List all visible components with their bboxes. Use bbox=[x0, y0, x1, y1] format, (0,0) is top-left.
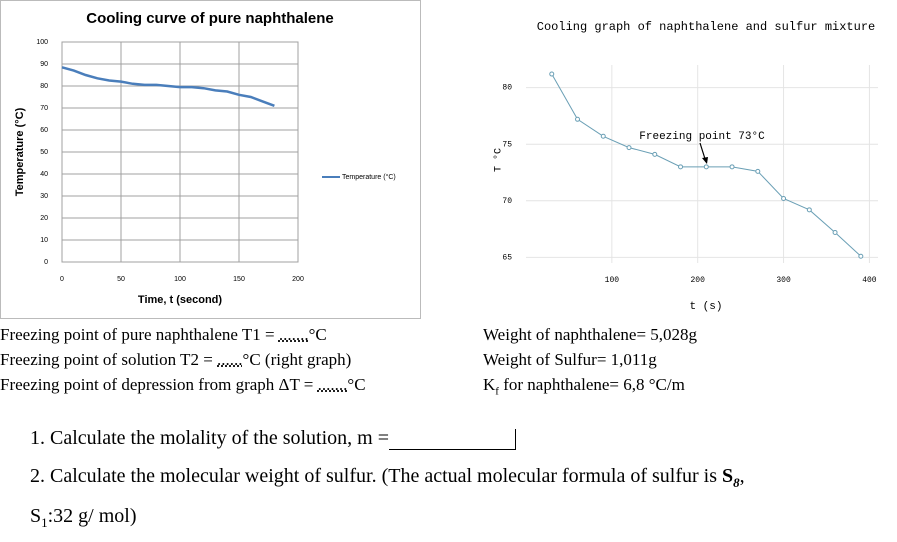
data-point bbox=[652, 151, 658, 157]
data-point bbox=[600, 133, 606, 139]
note: Weight of naphthalene= 5,028g bbox=[483, 325, 698, 344]
data-point bbox=[755, 168, 761, 174]
question-text: 1. Calculate the molality of the solutio… bbox=[30, 427, 389, 449]
note: Freezing point of solution T2 = ......°C… bbox=[0, 350, 351, 370]
chart-cooling-mixture: 65 70 75 80 100 200 300 400 Cooling graph of nap… bbox=[493, 20, 878, 313]
y-tick-label: 80 bbox=[40, 83, 48, 90]
x-tick-label: 300 bbox=[776, 276, 791, 285]
y-axis-label: Temperature (°C) bbox=[14, 107, 26, 196]
y-tick-label: 70 bbox=[40, 105, 48, 112]
chart-title: Cooling graph of naphthalene and sulfur … bbox=[537, 20, 875, 34]
data-point bbox=[781, 196, 787, 202]
x-tick-label: 200 bbox=[292, 276, 304, 283]
note-text: for naphthalene= 6,8 °C/m bbox=[498, 375, 685, 394]
x-tick-label: 150 bbox=[233, 276, 245, 283]
data-point bbox=[806, 207, 812, 213]
note-unit: °C bbox=[347, 375, 366, 394]
subscript: f bbox=[495, 385, 499, 398]
x-axis-label: t (s) bbox=[689, 301, 722, 313]
note-text: Freezing point of pure naphthalene T1 = bbox=[0, 325, 279, 344]
data-line bbox=[61, 66, 275, 107]
chart-cooling-pure: 0 10 20 30 40 50 60 70 80 90 100 0 50 100 150 200 Coolin… bbox=[0, 0, 421, 319]
x-tick-label: 400 bbox=[862, 276, 877, 285]
data-point bbox=[729, 164, 735, 170]
y-tick-label: 0 bbox=[44, 259, 48, 266]
note: Kf for naphthalene= 6,8 °C/m bbox=[483, 375, 685, 397]
symbol: S bbox=[30, 505, 42, 527]
y-tick-label: 30 bbox=[40, 193, 48, 200]
question: 1. Calculate the molality of the solutio… bbox=[30, 427, 516, 450]
y-tick-label: 50 bbox=[40, 149, 48, 156]
note: Freezing point of pure naphthalene T1 = … bbox=[0, 325, 327, 345]
y-tick-label: 20 bbox=[40, 215, 48, 222]
symbol: K bbox=[483, 375, 496, 394]
x-axis-label: Time, t (second) bbox=[138, 294, 222, 306]
note: Freezing point of depression from graph … bbox=[0, 375, 366, 395]
answer-line[interactable] bbox=[389, 429, 516, 450]
data-point bbox=[575, 116, 581, 122]
subscript: 8 bbox=[733, 475, 740, 490]
question-text: 2. Calculate the molecular weight of sul… bbox=[30, 465, 722, 487]
answer-blank[interactable]: ...... bbox=[217, 350, 243, 369]
data-point bbox=[703, 164, 709, 170]
answer-blank[interactable]: ....... bbox=[317, 375, 348, 394]
annotation-arrowhead bbox=[702, 157, 708, 164]
data-point bbox=[626, 145, 632, 151]
y-tick-label: 70 bbox=[502, 197, 512, 206]
x-tick-label: 0 bbox=[60, 276, 64, 283]
subscript: 1 bbox=[41, 515, 48, 530]
y-tick-label: 80 bbox=[502, 84, 512, 93]
answer-blank[interactable]: ....... bbox=[278, 325, 309, 344]
note-unit: °C (right graph) bbox=[242, 350, 352, 369]
data-point bbox=[858, 253, 864, 259]
data-point bbox=[549, 71, 555, 77]
note-unit: °C bbox=[308, 325, 327, 344]
data-point bbox=[678, 164, 684, 170]
note-text: Freezing point of solution T2 = bbox=[0, 350, 218, 369]
question-text: :32 g/ mol) bbox=[47, 505, 137, 527]
y-axis-label: T °C bbox=[493, 148, 505, 172]
data-point bbox=[832, 229, 838, 235]
question: 2. Calculate the molecular weight of sul… bbox=[30, 465, 745, 491]
chart-title: Cooling curve of pure naphthalene bbox=[86, 10, 334, 27]
legend-label: Temperature (°C) bbox=[342, 173, 396, 181]
x-tick-label: 100 bbox=[174, 276, 186, 283]
y-tick-label: 75 bbox=[502, 140, 512, 149]
note: Weight of Sulfur= 1,011g bbox=[483, 350, 657, 369]
y-tick-label: 100 bbox=[36, 39, 48, 46]
y-tick-label: 90 bbox=[40, 61, 48, 68]
question: S1:32 g/ mol) bbox=[30, 505, 137, 531]
y-tick-label: 40 bbox=[40, 171, 48, 178]
symbol: S bbox=[722, 465, 734, 487]
x-tick-label: 200 bbox=[691, 276, 706, 285]
annotation: Freezing point 73°C bbox=[639, 131, 765, 143]
y-tick-label: 10 bbox=[40, 237, 48, 244]
question-text: , bbox=[739, 465, 745, 487]
y-tick-label: 60 bbox=[40, 127, 48, 134]
x-tick-label: 50 bbox=[117, 276, 125, 283]
note-text: Freezing point of depression from graph … bbox=[0, 375, 318, 394]
chart-frame bbox=[0, 0, 421, 319]
x-tick-label: 100 bbox=[605, 276, 620, 285]
y-tick-label: 65 bbox=[502, 253, 512, 262]
